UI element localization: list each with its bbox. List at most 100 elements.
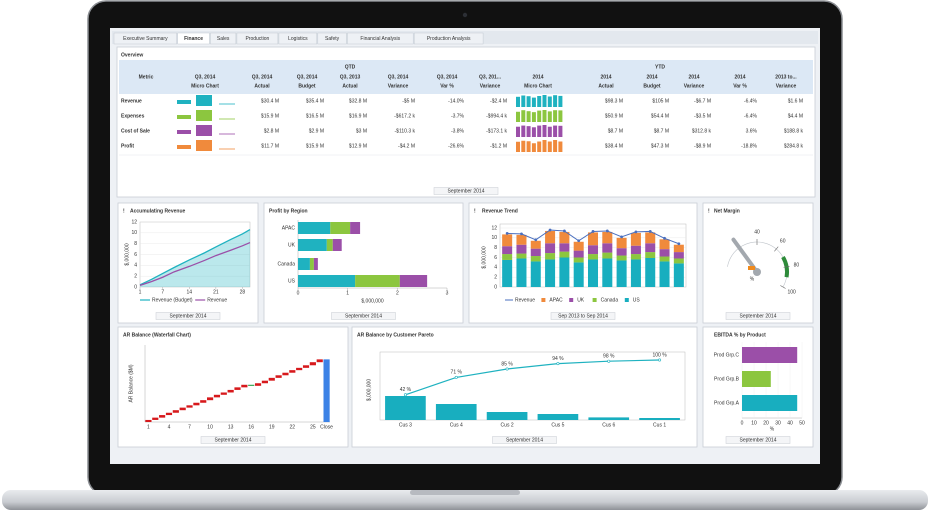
bar-segment xyxy=(645,232,656,244)
tab-label[interactable]: Safety xyxy=(325,36,340,42)
y-tick-label: 2 xyxy=(494,274,497,280)
bar-segment xyxy=(545,243,556,254)
bar xyxy=(486,412,528,420)
x-tick-label: 1 xyxy=(147,424,150,430)
x-tick-label: 4 xyxy=(168,424,171,430)
x-tick-label: 7 xyxy=(188,424,191,430)
waterfall-bar xyxy=(159,415,166,418)
line-point xyxy=(648,230,652,233)
footer-label: September 2014 xyxy=(506,437,543,443)
x-tick-label: Cus 3 xyxy=(399,422,412,428)
footer-label: September 2014 xyxy=(345,313,382,319)
line-point xyxy=(591,230,595,233)
category-label: Prod Grp.C xyxy=(714,352,740,358)
camera xyxy=(462,12,468,18)
micro-chart-bar xyxy=(537,110,542,122)
micro-chart-bar xyxy=(526,126,531,137)
bar-segment xyxy=(602,258,613,287)
table-cell: -26.6% xyxy=(448,143,464,149)
bar-segment xyxy=(587,245,599,255)
waterfall-bar xyxy=(165,412,173,416)
bar-segment xyxy=(673,252,684,259)
table-header-bg xyxy=(119,60,813,94)
waterfall-bar xyxy=(289,370,296,373)
bar-segment xyxy=(559,243,570,252)
table-cell: -6.4% xyxy=(744,98,758,104)
micro-square xyxy=(196,140,212,151)
waterfall-bar xyxy=(220,392,227,395)
y-tick-label: 8 xyxy=(494,245,497,251)
tab-label[interactable]: Production Analysis xyxy=(427,36,471,42)
micro-chart-bar xyxy=(558,110,563,122)
micro-chart-bar xyxy=(516,141,520,152)
column-header: Q3, 2014 xyxy=(388,74,409,80)
micro-chart-bar xyxy=(521,95,526,107)
tab-label[interactable]: Production xyxy=(245,36,269,42)
table-cell: -$994.4 k xyxy=(486,113,507,119)
tab[interactable] xyxy=(413,32,484,45)
y-axis-label: $,000,000 xyxy=(366,379,372,401)
tab-label[interactable]: Financial Analysis xyxy=(360,36,400,42)
category-label: UK xyxy=(288,242,296,248)
column-header: Variance xyxy=(480,83,501,89)
y-tick-label: 8 xyxy=(134,241,137,247)
legend-swatch xyxy=(541,298,546,302)
micro-chart-bar xyxy=(526,141,531,152)
waterfall-bar xyxy=(186,405,193,408)
line-point xyxy=(663,236,666,240)
x-axis-label: $,000,000 xyxy=(361,298,383,304)
micro-chart-bar xyxy=(526,96,531,107)
tab[interactable] xyxy=(317,32,347,45)
legend-label: UK xyxy=(577,297,585,303)
line-point xyxy=(556,362,560,366)
tab[interactable] xyxy=(347,32,414,45)
panel-title: Overview xyxy=(121,52,143,58)
panel-title: Net Margin xyxy=(714,208,740,214)
legend-label: Revenue xyxy=(515,297,535,303)
bar-segment xyxy=(616,248,627,256)
line xyxy=(139,241,251,286)
bar-segment xyxy=(573,250,584,258)
table-cell: 3.6% xyxy=(746,128,758,134)
tab[interactable] xyxy=(278,32,318,45)
column-header: Micro Chart xyxy=(191,83,219,89)
waterfall-bar xyxy=(282,372,289,376)
tab[interactable] xyxy=(236,32,279,45)
tab-label[interactable]: Logistics xyxy=(288,36,308,42)
line-point xyxy=(505,232,509,235)
line-point xyxy=(403,393,407,397)
waterfall-bar xyxy=(323,359,330,422)
line-point xyxy=(548,228,552,232)
tab-label[interactable]: Executive Summary xyxy=(123,36,168,42)
y-tick-label: 2 xyxy=(134,273,137,279)
tab-label[interactable]: Sales xyxy=(217,36,230,42)
tab[interactable] xyxy=(177,32,210,45)
waterfall-bar xyxy=(234,387,241,390)
tab[interactable] xyxy=(113,32,177,45)
y-axis-label: $,000,000 xyxy=(481,246,487,268)
waterfall-bar xyxy=(152,417,159,420)
laptop-notch xyxy=(410,490,520,495)
bar-segment xyxy=(399,275,428,287)
x-tick-label: 30 xyxy=(775,420,781,426)
alert-icon: ! xyxy=(708,208,710,214)
column-header: Q3, 2014 xyxy=(437,74,458,80)
footer-label: September 2014 xyxy=(448,188,485,194)
table-cell: $12.9 M xyxy=(349,143,367,149)
table-cell: $8.7 M xyxy=(608,128,623,134)
bar-segment xyxy=(616,237,627,249)
tab-label[interactable]: Finance xyxy=(184,36,203,42)
bar-segment xyxy=(502,246,513,255)
legend-label: Revenue (Budget) xyxy=(152,297,193,303)
x-tick-label: 21 xyxy=(213,289,219,295)
table-cell: -$1.2 M xyxy=(490,143,507,149)
line-point xyxy=(620,235,624,239)
table-cell: -$2.4 M xyxy=(490,98,507,104)
gauge-tick xyxy=(780,285,786,289)
alert-icon: ! xyxy=(123,208,125,214)
column-header: Variance xyxy=(388,83,409,89)
waterfall-bar xyxy=(227,389,234,393)
tab[interactable] xyxy=(210,32,237,45)
y-tick-label: 12 xyxy=(491,225,497,231)
waterfall-bar xyxy=(145,419,152,422)
